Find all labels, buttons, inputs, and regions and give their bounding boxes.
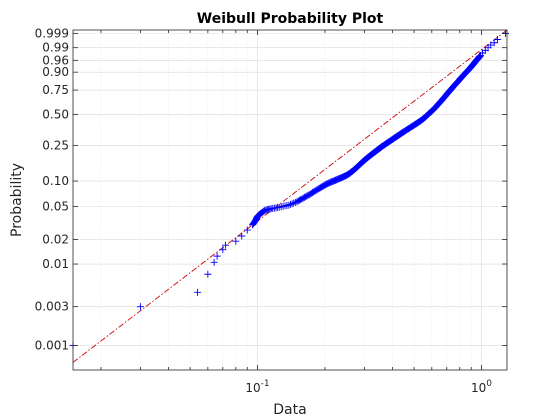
y-tick-labels: 0.001 0.003 0.01 0.02 0.05 0.10 0.25 0.50 0.75 0.…: [35, 26, 69, 352]
data-point: [219, 246, 227, 254]
y-tick-label: 0.05: [42, 199, 69, 213]
x-tick-label: 100: [471, 379, 492, 395]
y-tick-label: 0.25: [42, 139, 69, 153]
grid: [73, 30, 507, 370]
data-point: [259, 208, 267, 216]
data-points: [69, 29, 509, 350]
y-tick-label: 0.96: [42, 53, 69, 67]
data-point: [288, 200, 296, 208]
data-point: [286, 200, 294, 208]
fit-line-group: [72, 29, 508, 363]
y-tick-label: 0.10: [42, 174, 69, 188]
y-tick-label: 0.003: [35, 300, 69, 314]
y-tick-label: 0.75: [42, 83, 69, 97]
data-point: [222, 241, 230, 249]
data-point: [243, 226, 251, 234]
y-tick-label: 0.99: [42, 41, 69, 55]
data-point: [213, 252, 221, 260]
data-point: [490, 39, 498, 47]
y-tick-label: 0.50: [42, 108, 69, 122]
plot-frame: [72, 29, 508, 371]
data-point: [136, 303, 144, 311]
data-point: [290, 199, 298, 207]
y-tick-label: 0.02: [42, 232, 69, 246]
y-tick-label: 0.001: [35, 339, 69, 353]
data-point: [285, 201, 293, 209]
reference-fit-line: [72, 29, 508, 363]
y-tick-label: 0.01: [42, 257, 69, 271]
data-point: [204, 270, 212, 278]
data-point: [232, 237, 240, 245]
y-tick-label: 0.90: [42, 65, 69, 79]
x-tick-label: 10-1: [245, 379, 269, 395]
data-point: [210, 258, 218, 266]
x-axis-label: Data: [273, 402, 306, 418]
chart-title: Weibull Probability Plot: [197, 11, 384, 27]
y-tick-label: 0.999: [35, 26, 69, 40]
data-point: [194, 288, 202, 296]
y-axis-label: Probability: [9, 163, 25, 237]
x-tick-labels: 10-1 100: [245, 379, 492, 395]
data-point: [494, 35, 502, 43]
ticks: [73, 30, 507, 370]
data-point: [238, 232, 246, 240]
data-point: [291, 198, 299, 206]
